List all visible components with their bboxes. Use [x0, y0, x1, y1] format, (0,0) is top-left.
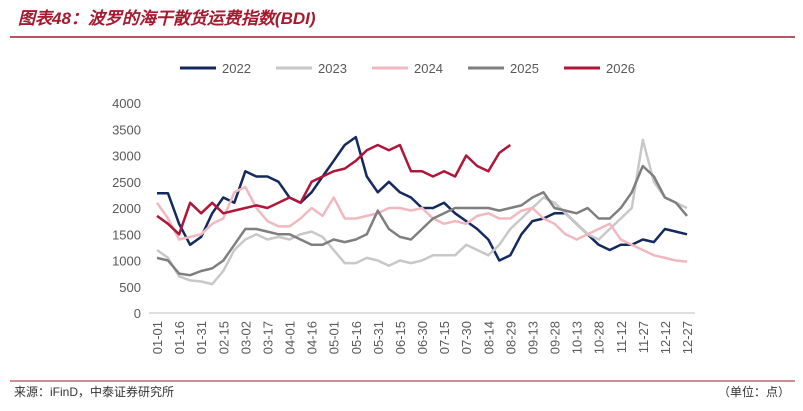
x-tick-label: 04-16	[305, 321, 320, 354]
legend-label: 2026	[606, 61, 635, 76]
x-tick-label: 09-28	[548, 321, 563, 354]
unit: （单位：点）	[718, 384, 790, 399]
x-tick-label: 04-01	[283, 321, 298, 354]
y-tick-label: 2000	[112, 201, 141, 216]
x-tick-label: 11-27	[636, 321, 651, 353]
legend-label: 2024	[414, 61, 443, 76]
x-tick-label: 08-14	[481, 321, 496, 354]
title: 图表48：波罗的海干散货运费指数(BDI)	[18, 9, 316, 28]
y-tick-label: 500	[119, 280, 141, 295]
x-tick-label: 01-31	[194, 321, 209, 354]
x-tick-label: 01-01	[150, 321, 165, 354]
x-tick-label: 11-12	[614, 321, 629, 353]
series-line	[156, 143, 512, 236]
series-line	[155, 185, 688, 263]
x-tick-label: 03-17	[260, 321, 275, 354]
x-tick-label: 07-15	[437, 321, 452, 354]
y-tick-label: 4000	[112, 96, 141, 111]
legend-label: 2023	[318, 61, 347, 76]
legend-label: 2022	[222, 61, 251, 76]
plot: 0 500 1000 1500 2000 2500 3000 3500 4000 01-01 01-…	[112, 61, 695, 354]
x-tick-label: 12-12	[658, 321, 673, 354]
y-tick-label: 0	[134, 306, 141, 321]
x-tick-label: 03-02	[238, 321, 253, 354]
x-tick-label: 02-15	[216, 321, 231, 354]
x-tick-label: 01-16	[172, 321, 187, 354]
x-tick-label: 06-30	[415, 321, 430, 354]
x-tick-label: 06-15	[393, 321, 408, 354]
source: 来源：iFinD，中泰证券研究所	[14, 384, 174, 399]
x-tick-label: 10-28	[592, 321, 607, 354]
y-tick-label: 3500	[112, 122, 141, 137]
series-line	[156, 138, 688, 286]
x-tick-label: 09-13	[525, 321, 540, 354]
x-tick-label: 07-30	[459, 321, 474, 354]
y-tick-label: 2500	[112, 175, 141, 190]
y-tick-label: 1000	[112, 254, 141, 269]
x-tick-label: 10-13	[570, 321, 585, 354]
x-tick-label: 05-16	[349, 321, 364, 354]
x-tick-label: 08-29	[503, 321, 518, 354]
legend-label: 2025	[510, 61, 539, 76]
y-tick-label: 1500	[112, 227, 141, 242]
series-line	[156, 164, 688, 277]
x-tick-label: 05-01	[327, 321, 342, 354]
y-tick-label: 3000	[112, 149, 141, 164]
x-tick-label: 12-27	[680, 321, 695, 354]
x-tick-label: 05-31	[371, 321, 386, 354]
